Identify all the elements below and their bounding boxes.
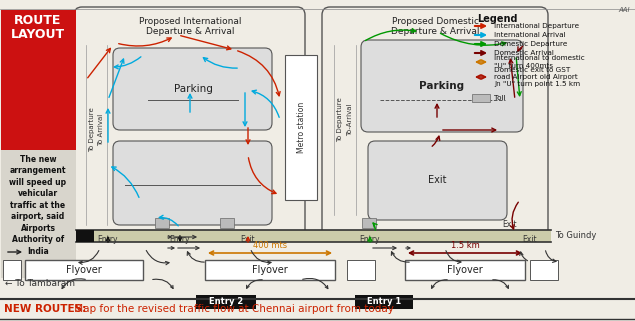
FancyBboxPatch shape xyxy=(113,48,272,130)
Text: Metro station: Metro station xyxy=(297,101,305,152)
FancyBboxPatch shape xyxy=(322,7,548,241)
FancyBboxPatch shape xyxy=(205,260,335,280)
Text: To Guindy: To Guindy xyxy=(555,231,596,240)
Text: Exit: Exit xyxy=(503,220,518,229)
FancyBboxPatch shape xyxy=(76,230,94,242)
FancyBboxPatch shape xyxy=(355,295,413,309)
Text: Domestic Arrival: Domestic Arrival xyxy=(494,50,554,56)
FancyBboxPatch shape xyxy=(74,7,305,241)
Text: ROUTE
LAYOUT: ROUTE LAYOUT xyxy=(11,14,65,41)
Text: Entry: Entry xyxy=(360,235,380,244)
Text: NEW ROUTES:: NEW ROUTES: xyxy=(4,304,86,314)
FancyBboxPatch shape xyxy=(155,218,169,228)
Text: Exit: Exit xyxy=(241,235,255,244)
Text: Flyover: Flyover xyxy=(447,265,483,275)
FancyBboxPatch shape xyxy=(362,218,376,228)
Text: To Arrival: To Arrival xyxy=(98,114,104,146)
FancyBboxPatch shape xyxy=(368,141,507,220)
FancyBboxPatch shape xyxy=(113,141,272,225)
Text: Proposed International
Departure & Arrival: Proposed International Departure & Arriv… xyxy=(139,17,241,36)
Text: To Departure: To Departure xyxy=(89,108,95,152)
Text: Proposed Domestic
Departure & Arrival: Proposed Domestic Departure & Arrival xyxy=(391,17,479,36)
FancyBboxPatch shape xyxy=(361,40,523,132)
Text: Exit: Exit xyxy=(523,235,537,244)
Text: Domestic Departure: Domestic Departure xyxy=(494,41,568,47)
FancyBboxPatch shape xyxy=(220,218,234,228)
Text: Entry 2: Entry 2 xyxy=(209,298,243,307)
Text: International Arrival: International Arrival xyxy=(494,32,566,38)
Text: 400 mts: 400 mts xyxy=(253,241,287,250)
Text: Legend: Legend xyxy=(477,14,518,24)
Text: Parking: Parking xyxy=(420,81,465,91)
Text: Flyover: Flyover xyxy=(66,265,102,275)
Text: Toll: Toll xyxy=(494,95,505,101)
FancyBboxPatch shape xyxy=(1,10,76,150)
FancyBboxPatch shape xyxy=(76,230,551,242)
FancyBboxPatch shape xyxy=(405,260,525,280)
FancyBboxPatch shape xyxy=(472,94,490,102)
Text: Entry: Entry xyxy=(98,235,118,244)
FancyBboxPatch shape xyxy=(1,150,76,278)
Text: 1.5 km: 1.5 km xyxy=(451,241,479,250)
Text: Entry 1: Entry 1 xyxy=(367,298,401,307)
FancyBboxPatch shape xyxy=(3,260,21,280)
Text: Domestic exit to GST
road Airport old Airport
Jn "U" turn point 1.5 km: Domestic exit to GST road Airport old Ai… xyxy=(494,67,580,87)
FancyBboxPatch shape xyxy=(25,260,143,280)
FancyBboxPatch shape xyxy=(196,295,256,309)
Text: International to domestic
"U" turn 400mts: International to domestic "U" turn 400mt… xyxy=(494,56,585,68)
Text: To-Arrival: To-Arrival xyxy=(347,104,353,136)
Text: International Departure: International Departure xyxy=(494,23,579,29)
Text: ← To Tambaram: ← To Tambaram xyxy=(5,279,75,288)
Text: Flyover: Flyover xyxy=(252,265,288,275)
Text: The new
arrangement
will speed up
vehicular
traffic at the
airport, said
Airport: The new arrangement will speed up vehicu… xyxy=(10,155,67,256)
FancyBboxPatch shape xyxy=(530,260,558,280)
Text: Parking: Parking xyxy=(173,84,213,94)
Text: Entry: Entry xyxy=(170,235,190,244)
Text: Map for the revised traffic flow at Chennai airport from today: Map for the revised traffic flow at Chen… xyxy=(71,304,394,314)
Text: To Departure: To Departure xyxy=(337,98,343,143)
Text: AAI: AAI xyxy=(618,7,630,13)
FancyBboxPatch shape xyxy=(347,260,375,280)
Text: Exit: Exit xyxy=(428,175,446,185)
FancyBboxPatch shape xyxy=(285,55,317,200)
